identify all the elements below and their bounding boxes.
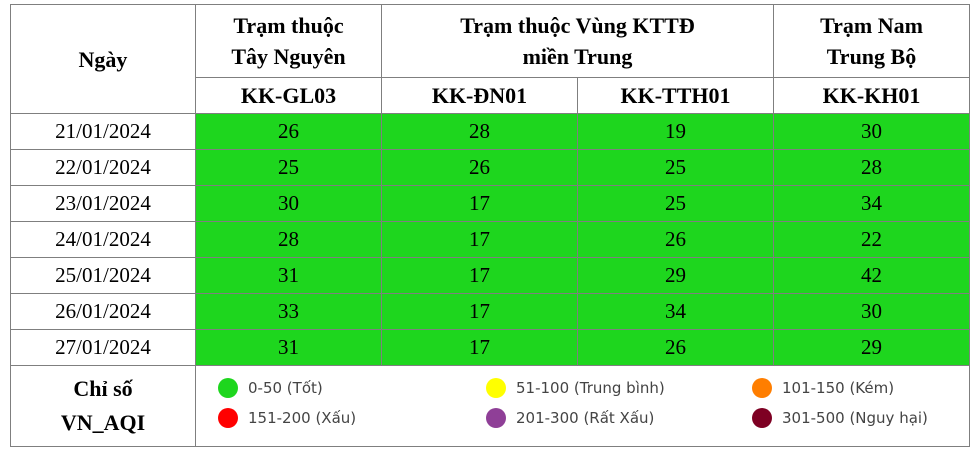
aqi-value-cell: 26 xyxy=(381,149,578,186)
date-cell: 26/01/2024 xyxy=(10,293,196,330)
aqi-report: Ngày Trạm thuộc Tây Nguyên Trạm thuộc Vù… xyxy=(10,4,970,447)
legend-item: 151-200 (Xấu) xyxy=(218,408,356,428)
table-row: 22/01/2024 25 26 25 28 xyxy=(10,149,970,186)
aqi-value-cell: 30 xyxy=(195,185,382,222)
aqi-value-cell: 28 xyxy=(381,113,578,150)
aqi-value-cell: 17 xyxy=(381,293,578,330)
aqi-value-cell: 17 xyxy=(381,221,578,258)
aqi-table: Ngày Trạm thuộc Tây Nguyên Trạm thuộc Vù… xyxy=(10,4,970,447)
legend-dot-icon xyxy=(486,408,506,428)
legend-item: 0-50 (Tốt) xyxy=(218,378,323,398)
aqi-value-cell: 19 xyxy=(577,113,774,150)
table-row: 26/01/2024 33 17 34 30 xyxy=(10,293,970,330)
legend-dot-icon xyxy=(752,378,772,398)
aqi-value-cell: 30 xyxy=(773,293,970,330)
legend-dot-icon xyxy=(486,378,506,398)
aqi-value-cell: 26 xyxy=(577,329,774,366)
aqi-value-cell: 33 xyxy=(195,293,382,330)
date-cell: 23/01/2024 xyxy=(10,185,196,222)
aqi-value-cell: 34 xyxy=(773,185,970,222)
legend-dot-icon xyxy=(218,378,238,398)
group-header-nam-trung-bo: Trạm Nam Trung Bộ xyxy=(773,4,970,78)
date-cell: 24/01/2024 xyxy=(10,221,196,258)
date-cell: 21/01/2024 xyxy=(10,113,196,150)
station-header: KK-TTH01 xyxy=(577,77,774,114)
legend-item: 51-100 (Trung bình) xyxy=(486,378,665,398)
aqi-value-cell: 25 xyxy=(195,149,382,186)
aqi-value-cell: 28 xyxy=(773,149,970,186)
aqi-value-cell: 17 xyxy=(381,257,578,294)
date-column-header: Ngày xyxy=(10,4,196,114)
aqi-value-cell: 34 xyxy=(577,293,774,330)
aqi-value-cell: 26 xyxy=(577,221,774,258)
legend-dot-icon xyxy=(218,408,238,428)
legend-label: Chỉ số VN_AQI xyxy=(10,365,196,447)
legend-item: 201-300 (Rất Xấu) xyxy=(486,408,654,428)
aqi-value-cell: 17 xyxy=(381,185,578,222)
station-header: KK-GL03 xyxy=(195,77,382,114)
legend: 0-50 (Tốt) 51-100 (Trung bình) 101-150 (… xyxy=(195,365,970,447)
table-row: 21/01/2024 26 28 19 30 xyxy=(10,113,970,150)
aqi-value-cell: 17 xyxy=(381,329,578,366)
group-header-kttd-mien-trung: Trạm thuộc Vùng KTTĐ miền Trung xyxy=(381,4,774,78)
legend-dot-icon xyxy=(752,408,772,428)
table-row: 27/01/2024 31 17 26 29 xyxy=(10,329,970,366)
aqi-value-cell: 31 xyxy=(195,329,382,366)
legend-row: Chỉ số VN_AQI 0-50 (Tốt) 51-100 (Trung b… xyxy=(10,365,970,447)
station-header: KK-KH01 xyxy=(773,77,970,114)
legend-item: 101-150 (Kém) xyxy=(752,378,894,398)
table-row: 23/01/2024 30 17 25 34 xyxy=(10,185,970,222)
station-header: KK-ĐN01 xyxy=(381,77,578,114)
aqi-value-cell: 28 xyxy=(195,221,382,258)
aqi-value-cell: 25 xyxy=(577,149,774,186)
aqi-value-cell: 25 xyxy=(577,185,774,222)
aqi-value-cell: 30 xyxy=(773,113,970,150)
group-header-tay-nguyen: Trạm thuộc Tây Nguyên xyxy=(195,4,382,78)
aqi-value-cell: 31 xyxy=(195,257,382,294)
table-row: 25/01/2024 31 17 29 42 xyxy=(10,257,970,294)
aqi-value-cell: 29 xyxy=(773,329,970,366)
date-cell: 22/01/2024 xyxy=(10,149,196,186)
date-cell: 27/01/2024 xyxy=(10,329,196,366)
aqi-value-cell: 22 xyxy=(773,221,970,258)
aqi-value-cell: 42 xyxy=(773,257,970,294)
date-cell: 25/01/2024 xyxy=(10,257,196,294)
legend-item: 301-500 (Nguy hại) xyxy=(752,408,928,428)
aqi-value-cell: 29 xyxy=(577,257,774,294)
aqi-value-cell: 26 xyxy=(195,113,382,150)
table-row: 24/01/2024 28 17 26 22 xyxy=(10,221,970,258)
